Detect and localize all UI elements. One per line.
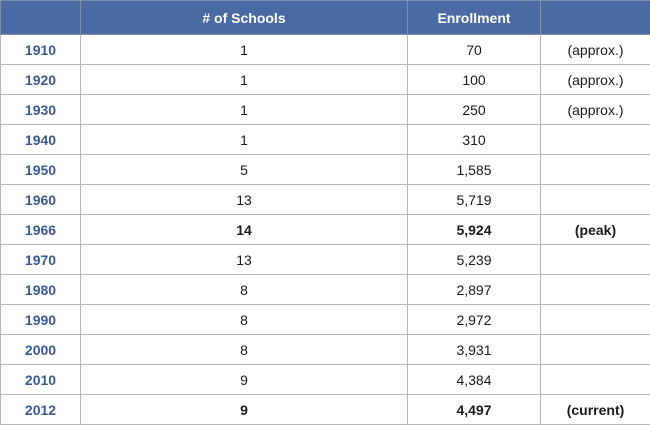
note-cell: [541, 185, 650, 215]
year-cell: 1950: [1, 155, 81, 185]
header-schools: # of Schools: [81, 1, 408, 35]
table-row: 1970 13 5,239: [1, 245, 650, 275]
schools-cell: 8: [81, 275, 408, 305]
enrollment-cell: 250: [408, 95, 541, 125]
enrollment-cell: 1,585: [408, 155, 541, 185]
schools-cell: 14: [81, 215, 408, 245]
table-row: 1950 5 1,585: [1, 155, 650, 185]
year-cell: 1920: [1, 65, 81, 95]
year-cell: 2012: [1, 395, 81, 425]
year-cell: 1930: [1, 95, 81, 125]
enrollment-cell: 100: [408, 65, 541, 95]
note-cell: (approx.): [541, 35, 650, 65]
header-row: # of Schools Enrollment: [1, 1, 650, 35]
note-cell: (approx.): [541, 65, 650, 95]
table-row: 1910 1 70 (approx.): [1, 35, 650, 65]
schools-cell: 13: [81, 185, 408, 215]
year-cell: 1980: [1, 275, 81, 305]
enrollment-cell: 310: [408, 125, 541, 155]
note-cell: [541, 275, 650, 305]
enrollment-cell: 3,931: [408, 335, 541, 365]
year-cell: 1990: [1, 305, 81, 335]
enrollment-cell: 70: [408, 35, 541, 65]
year-cell: 1960: [1, 185, 81, 215]
note-cell: [541, 125, 650, 155]
schools-cell: 1: [81, 95, 408, 125]
table-row: 1930 1 250 (approx.): [1, 95, 650, 125]
year-cell: 1910: [1, 35, 81, 65]
table-row: 1920 1 100 (approx.): [1, 65, 650, 95]
schools-cell: 1: [81, 35, 408, 65]
table-body: 1910 1 70 (approx.) 1920 1 100 (approx.)…: [1, 35, 650, 425]
note-cell: (peak): [541, 215, 650, 245]
year-cell: 2010: [1, 365, 81, 395]
table-row: 1940 1 310: [1, 125, 650, 155]
table-row: 1990 8 2,972: [1, 305, 650, 335]
note-cell: [541, 365, 650, 395]
year-cell: 1966: [1, 215, 81, 245]
enrollment-cell: 5,239: [408, 245, 541, 275]
table-row: 2000 8 3,931: [1, 335, 650, 365]
enrollment-cell: 4,384: [408, 365, 541, 395]
schools-cell: 8: [81, 305, 408, 335]
header-enrollment: Enrollment: [408, 1, 541, 35]
header-note: [541, 1, 650, 35]
note-cell: (approx.): [541, 95, 650, 125]
year-cell: 1940: [1, 125, 81, 155]
header-year: [1, 1, 81, 35]
schools-cell: 1: [81, 125, 408, 155]
schools-cell: 9: [81, 365, 408, 395]
table-row: 2010 9 4,384: [1, 365, 650, 395]
table-row: 1980 8 2,897: [1, 275, 650, 305]
note-cell: [541, 155, 650, 185]
schools-cell: 9: [81, 395, 408, 425]
table-row: 2012 9 4,497 (current): [1, 395, 650, 425]
enrollment-cell: 5,719: [408, 185, 541, 215]
enrollment-cell: 5,924: [408, 215, 541, 245]
note-cell: [541, 305, 650, 335]
note-cell: [541, 245, 650, 275]
schools-cell: 8: [81, 335, 408, 365]
year-cell: 1970: [1, 245, 81, 275]
note-cell: (current): [541, 395, 650, 425]
schools-cell: 5: [81, 155, 408, 185]
enrollment-cell: 2,897: [408, 275, 541, 305]
year-cell: 2000: [1, 335, 81, 365]
enrollment-cell: 4,497: [408, 395, 541, 425]
schools-cell: 13: [81, 245, 408, 275]
enrollment-cell: 2,972: [408, 305, 541, 335]
table-row: 1966 14 5,924 (peak): [1, 215, 650, 245]
note-cell: [541, 335, 650, 365]
table-row: 1960 13 5,719: [1, 185, 650, 215]
schools-cell: 1: [81, 65, 408, 95]
